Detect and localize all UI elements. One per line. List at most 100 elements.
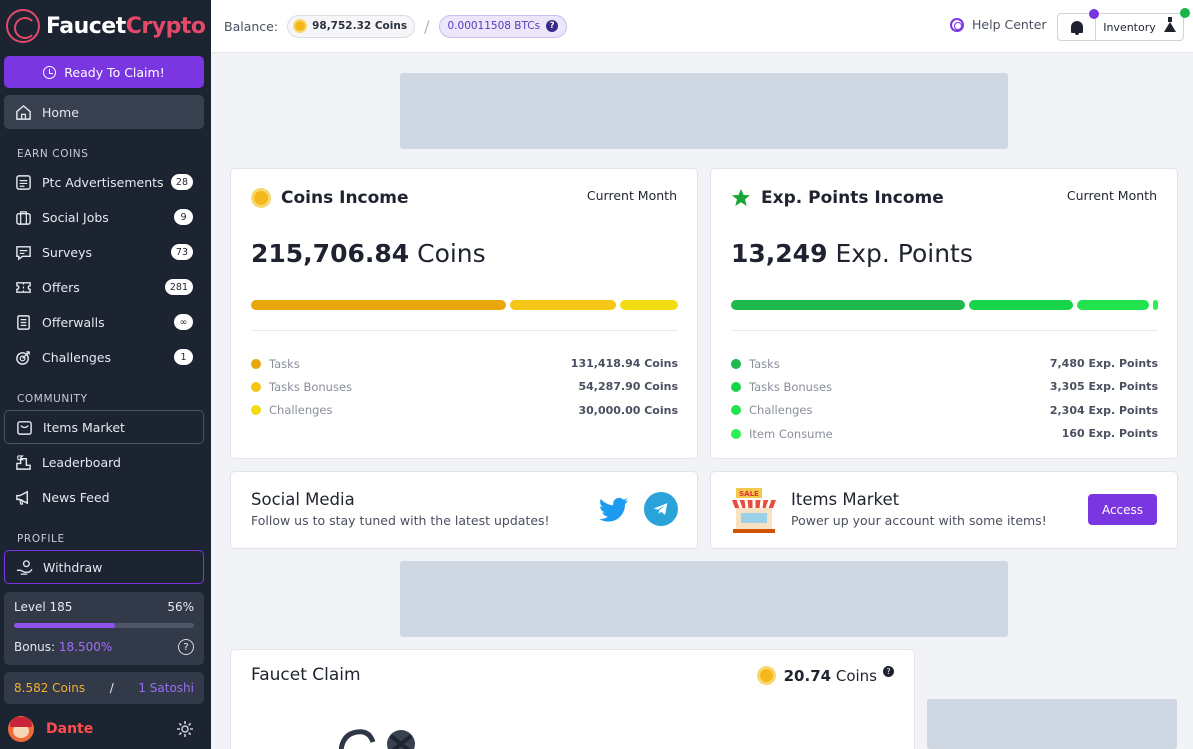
help-center-link[interactable]: Help Center [950,17,1047,32]
income-bar-segment [510,300,616,310]
sidebar-item-ptc[interactable]: Ptc Advertisements 28 [4,165,204,199]
faucet-illustration [339,729,415,749]
coins-income-card: Coins Income Current Month 215,706.84 Co… [230,168,698,459]
coin-icon [756,666,776,685]
list-item: Challenges 30,000.00 Coins [251,399,678,422]
list-item: Tasks Bonuses 54,287.90 Coins [251,375,678,398]
sidebar-item-label: Offers [42,279,80,295]
btc-balance[interactable]: 0.00011508 BTCs ? [438,14,568,38]
social-media-subtitle: Follow us to stay tuned with the latest … [251,513,550,528]
faucet-claim-title: Faucet Claim [251,665,361,685]
exp-income-card: Exp. Points Income Current Month 13,249 … [710,168,1178,459]
sidebar-item-leaderboard[interactable]: Leaderboard [4,445,204,479]
legend-dot [251,358,261,369]
earning-satoshi: 1 Satoshi [138,681,194,695]
ready-to-claim-button[interactable]: Ready To Claim! [4,56,204,88]
faucet-claim-card: Faucet Claim 20.74 Coins ? [230,649,915,749]
sidebar-item-label: Ptc Advertisements [42,174,164,190]
ad-banner-top[interactable] [400,73,1008,149]
count-badge: 28 [170,174,193,190]
sidebar-item-news-feed[interactable]: News Feed [4,480,204,514]
breakdown-value: 54,287.90 Coins [578,380,678,394]
notification-dot [1089,9,1099,19]
count-badge: 9 [174,209,193,225]
telegram-icon[interactable] [644,492,678,526]
logo-text-faucet: Faucet [46,13,126,39]
help-center-label: Help Center [972,17,1047,32]
sidebar-item-offers[interactable]: Offers 281 [4,270,204,304]
faucet-unit: Coins [835,666,877,685]
list-item: Challenges 2,304 Exp. Points [731,399,1158,422]
income-bar-segment [731,300,966,310]
briefcase-icon [14,209,32,225]
avatar[interactable] [8,716,34,742]
exp-income-breakdown: Tasks 7,480 Exp. Points Tasks Bonuses 3,… [731,352,1158,445]
notifications-button[interactable] [1058,9,1099,40]
sidebar-item-label: Offerwalls [42,314,105,330]
sidebar-item-challenges[interactable]: Challenges 1 [4,340,204,374]
coin-icon [293,19,308,33]
legend-dot [731,358,741,369]
earning-rate: 8.582 Coins / 1 Satoshi [4,672,204,704]
shop-sale-icon: SALE [732,488,776,533]
income-bar-segment [619,300,678,310]
gear-icon[interactable] [176,720,194,738]
coins-income-total: 215,706.84 Coins [251,239,486,268]
status-dot [1180,8,1190,18]
sidebar-item-surveys[interactable]: Surveys 73 [4,235,204,269]
question-icon[interactable]: ? [178,639,194,655]
earning-separator: / [109,681,114,695]
breakdown-label: Item Consume [749,426,833,441]
list-item: Tasks Bonuses 3,305 Exp. Points [731,375,1158,398]
social-media-title: Social Media [251,490,355,509]
sidebar-item-label: Leaderboard [42,454,121,470]
twitter-icon[interactable] [597,492,631,526]
access-button[interactable]: Access [1088,494,1157,525]
faucet-amount: 20.74 [783,666,832,685]
question-icon[interactable]: ? [883,666,894,677]
level-label: Level 185 [14,600,73,614]
question-icon[interactable]: ? [546,20,559,32]
sale-tag-text: SALE [739,490,759,498]
ad-banner-side[interactable] [927,699,1177,749]
lifebuoy-icon [950,17,964,32]
target-icon [14,349,32,365]
legend-dot [731,428,741,439]
user-profile[interactable]: Dante [8,716,198,742]
sidebar-item-label: Withdraw [43,559,103,575]
sidebar-item-home[interactable]: Home [4,95,204,129]
home-icon [14,104,32,120]
coins-balance[interactable]: 98,752.32 Coins [287,14,416,38]
sidebar-item-items-market[interactable]: Items Market [4,410,204,444]
earning-coins: 8.582 Coins [14,681,86,695]
sidebar-item-withdraw[interactable]: Withdraw [4,550,204,584]
breakdown-value: 160 Exp. Points [1061,427,1158,441]
count-badge: 1 [174,349,193,365]
user-name[interactable]: Dante [46,721,94,737]
sidebar-item-social-jobs[interactable]: Social Jobs 9 [4,200,204,234]
sidebar-item-label: Surveys [42,244,92,260]
list-item: Item Consume 160 Exp. Points [731,422,1158,445]
survey-icon [14,244,32,261]
level-percent: 56% [167,600,194,614]
sidebar-item-label: Social Jobs [42,209,109,225]
faucet-reward: 20.74 Coins ? [756,666,894,685]
coins-income-bar [251,300,678,310]
sidebar-item-offerwalls[interactable]: Offerwalls ∞ [4,305,204,339]
inventory-button[interactable]: Inventory [1096,8,1190,40]
breakdown-value: 2,304 Exp. Points [1049,403,1158,417]
coins-income-unit: Coins [417,239,486,268]
star-icon [732,189,750,206]
breakdown-label: Challenges [749,403,813,418]
income-bar-segment [251,300,507,310]
clock-icon [43,65,57,79]
coins-income-breakdown: Tasks 131,418.94 Coins Tasks Bonuses 54,… [251,352,678,422]
ticket-icon [14,279,32,295]
list-item: Tasks 131,418.94 Coins [251,352,678,375]
ad-banner-middle[interactable] [400,561,1008,637]
logo[interactable]: FaucetCrypto [6,8,206,44]
level-progress-fill [14,623,115,628]
section-label-profile: PROFILE [17,533,65,545]
sidebar-item-label: Challenges [42,349,112,365]
exp-income-bar [731,300,1158,310]
